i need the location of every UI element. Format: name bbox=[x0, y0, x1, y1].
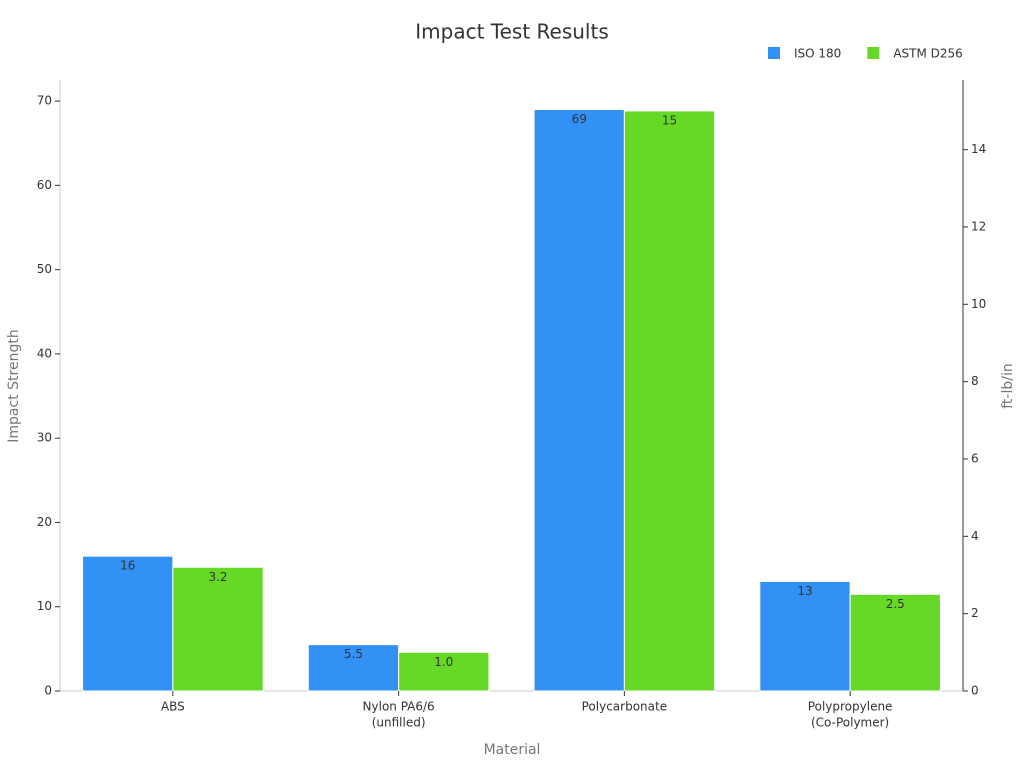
y-tick-label: 20 bbox=[37, 515, 52, 529]
y2-tick-label: 0 bbox=[971, 684, 979, 698]
x-tick-label: Nylon PA6/6 bbox=[363, 700, 435, 714]
bar bbox=[398, 651, 490, 692]
value-label: 15 bbox=[662, 113, 677, 127]
value-label: 16 bbox=[120, 559, 135, 573]
bar bbox=[849, 593, 941, 692]
legend-swatch bbox=[867, 47, 880, 59]
bar bbox=[533, 108, 625, 692]
x-tick-label: ABS bbox=[161, 700, 185, 714]
y-tick-label: 10 bbox=[37, 599, 52, 613]
bar bbox=[82, 555, 174, 692]
value-label: 3.2 bbox=[208, 570, 227, 584]
y2-tick-label: 8 bbox=[971, 374, 979, 388]
x-tick-label: Polycarbonate bbox=[582, 700, 667, 714]
x-tick-label: (Co-Polymer) bbox=[811, 716, 889, 730]
y-tick-label: 40 bbox=[37, 346, 52, 360]
y2-axis-title: ft-lb/in bbox=[1000, 363, 1016, 408]
y2-tick-label: 10 bbox=[971, 297, 986, 311]
x-axis-title: Material bbox=[484, 742, 541, 758]
value-label: 5.5 bbox=[344, 647, 363, 661]
y2-tick-label: 4 bbox=[971, 529, 979, 543]
y2-tick-label: 14 bbox=[971, 142, 986, 156]
chart-title: Impact Test Results bbox=[415, 20, 609, 44]
value-label: 69 bbox=[572, 112, 587, 126]
legend-label: ASTM D256 bbox=[893, 47, 962, 61]
x-tick-label: (unfilled) bbox=[372, 716, 426, 730]
value-label: 13 bbox=[797, 584, 812, 598]
bar bbox=[307, 644, 400, 692]
y-tick-label: 30 bbox=[37, 431, 52, 445]
x-tick-label: Polypropylene bbox=[808, 700, 893, 714]
y-tick-label: 50 bbox=[37, 262, 52, 276]
value-label: 2.5 bbox=[886, 597, 905, 611]
y2-tick-label: 6 bbox=[971, 451, 979, 465]
y-tick-label: 70 bbox=[37, 94, 52, 108]
legend-label: ISO 180 bbox=[794, 47, 841, 61]
bar bbox=[759, 580, 851, 692]
y2-tick-label: 12 bbox=[971, 219, 986, 233]
y-tick-label: 60 bbox=[37, 178, 52, 192]
value-label: 1.0 bbox=[434, 655, 453, 669]
y-axis-title: Impact Strength bbox=[6, 329, 22, 442]
y2-tick-label: 2 bbox=[971, 606, 979, 620]
y-tick-label: 0 bbox=[44, 684, 52, 698]
bar bbox=[623, 110, 716, 692]
bar bbox=[172, 566, 264, 692]
legend-swatch bbox=[768, 47, 780, 59]
